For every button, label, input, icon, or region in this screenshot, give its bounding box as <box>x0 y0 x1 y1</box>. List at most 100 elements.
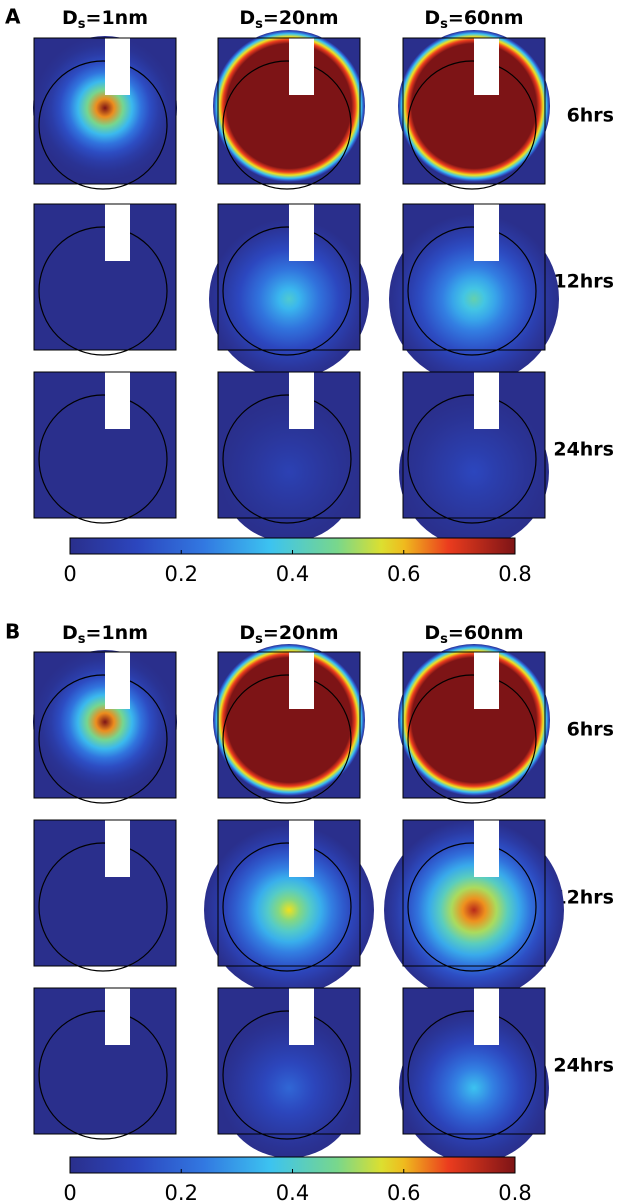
row-label: 24hrs <box>553 1055 614 1077</box>
boundary <box>38 842 168 972</box>
frame <box>217 651 361 799</box>
probe <box>474 820 499 877</box>
column-header: Ds=20nm <box>239 7 338 32</box>
frame <box>33 37 177 185</box>
colorbar-tick-label: 0.4 <box>276 1181 309 1201</box>
boundary <box>222 60 352 190</box>
value: =60nm <box>448 622 524 644</box>
probe <box>105 652 130 709</box>
frame <box>402 987 546 1135</box>
symbol: D <box>62 7 78 29</box>
subscript: s <box>255 632 263 647</box>
probe <box>289 988 314 1045</box>
boundary <box>407 1010 537 1140</box>
subscript: s <box>78 17 86 32</box>
boundary <box>407 60 537 190</box>
column-header: Ds=1nm <box>62 7 148 32</box>
boundary <box>222 842 352 972</box>
heatmap-field <box>33 650 177 794</box>
frame <box>402 371 546 519</box>
symbol: D <box>424 7 440 29</box>
heatmap-field <box>389 214 559 384</box>
row-label: 12hrs <box>553 271 614 293</box>
row-label: 6hrs <box>567 105 614 127</box>
frame <box>402 203 546 351</box>
frame <box>402 651 546 799</box>
colorbar-tick-label: 0.6 <box>387 562 420 586</box>
row-label: 24hrs <box>553 439 614 461</box>
probe <box>474 204 499 261</box>
colorbar-tick-label: 0.4 <box>276 562 309 586</box>
boundary <box>407 394 537 524</box>
frame <box>33 371 177 519</box>
probe <box>105 204 130 261</box>
value: =1nm <box>86 7 148 29</box>
colorbar-tick-label: 0.2 <box>165 562 198 586</box>
heatmap-field <box>398 644 550 796</box>
heatmap-field <box>219 402 359 542</box>
probe <box>474 38 499 95</box>
colorbar-tick-label: 0.8 <box>498 1181 531 1201</box>
frame <box>217 203 361 351</box>
subscript: s <box>78 632 86 647</box>
row-label: 12hrs <box>553 887 614 909</box>
panel-label: B <box>5 620 20 644</box>
value: =20nm <box>263 622 339 644</box>
frame <box>33 987 177 1135</box>
boundary <box>407 674 537 804</box>
subscript: s <box>440 17 448 32</box>
probe <box>474 372 499 429</box>
boundary <box>38 674 168 804</box>
probe <box>105 372 130 429</box>
subscript: s <box>440 632 448 647</box>
probe <box>289 652 314 709</box>
colorbar-tick-label: 0 <box>63 1181 76 1201</box>
probe <box>289 204 314 261</box>
heatmap-field <box>213 30 365 182</box>
heatmap-field <box>213 644 365 796</box>
column-header: Ds=1nm <box>62 622 148 647</box>
frame <box>217 987 361 1135</box>
heatmap-field <box>398 30 550 182</box>
heatmap-field <box>219 1018 359 1158</box>
frame <box>217 371 361 519</box>
boundary <box>38 60 168 190</box>
boundary <box>407 226 537 356</box>
probe <box>289 38 314 95</box>
symbol: D <box>424 622 440 644</box>
value: =1nm <box>86 622 148 644</box>
probe <box>289 372 314 429</box>
probe <box>105 820 130 877</box>
column-header: Ds=60nm <box>424 7 523 32</box>
heatmap-field <box>33 36 177 180</box>
frame <box>33 819 177 967</box>
boundary <box>222 226 352 356</box>
boundary <box>222 674 352 804</box>
boundary <box>222 394 352 524</box>
boundary <box>38 1010 168 1140</box>
frame <box>33 651 177 799</box>
symbol: D <box>62 622 78 644</box>
symbol: D <box>239 622 255 644</box>
colorbar-tick-label: 0 <box>63 562 76 586</box>
symbol: D <box>239 7 255 29</box>
boundary <box>407 842 537 972</box>
value: =60nm <box>448 7 524 29</box>
frame <box>402 37 546 185</box>
value: =20nm <box>263 7 339 29</box>
colorbar-tick-label: 0.6 <box>387 1181 420 1201</box>
frame <box>217 819 361 967</box>
frame <box>217 37 361 185</box>
probe <box>105 38 130 95</box>
column-header: Ds=60nm <box>424 622 523 647</box>
probe <box>474 988 499 1045</box>
boundary <box>38 394 168 524</box>
frame <box>402 819 546 967</box>
probe <box>105 988 130 1045</box>
probe <box>289 820 314 877</box>
row-label: 6hrs <box>567 719 614 741</box>
colorbar-tick-label: 0.2 <box>165 1181 198 1201</box>
subscript: s <box>255 17 263 32</box>
boundary <box>222 1010 352 1140</box>
